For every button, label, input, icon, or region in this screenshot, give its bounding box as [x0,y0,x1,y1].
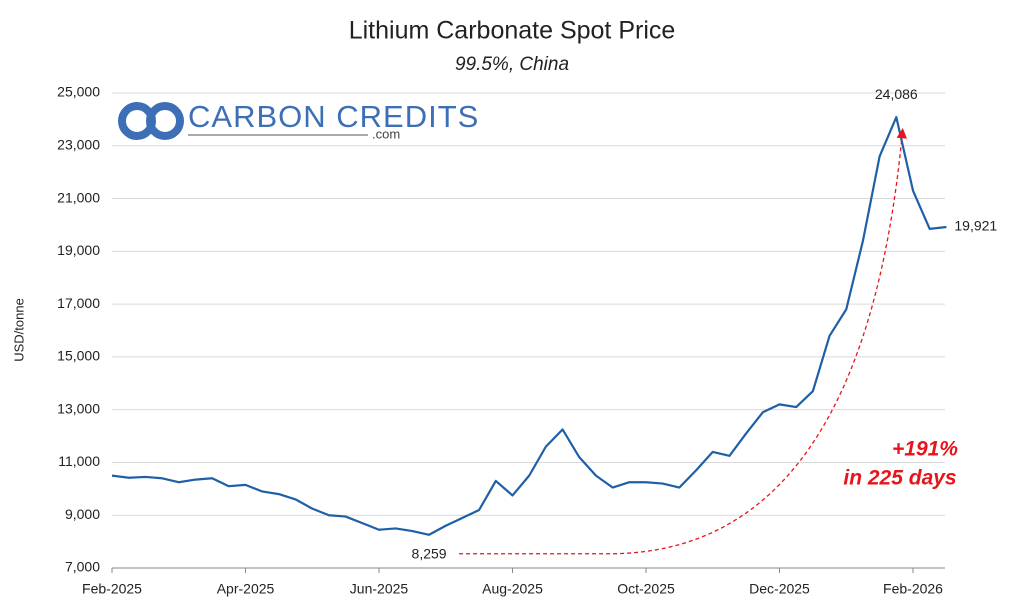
y-tick-label: 13,000 [57,400,100,416]
y-tick-label: 21,000 [57,189,100,205]
data-label: 8,259 [412,545,447,561]
chart-subtitle: 99.5%, China [455,54,569,75]
chart-title: Lithium Carbonate Spot Price [349,17,676,45]
data-label: 19,921 [954,218,997,234]
y-tick-label: 23,000 [57,136,100,152]
annotation: +191% [892,438,958,461]
y-tick-label: 15,000 [57,348,100,364]
y-tick-label: 7,000 [65,559,100,575]
y-tick-label: 17,000 [57,295,100,311]
logo-name: CARBON CREDITS [188,99,479,134]
data-label: 24,086 [875,86,918,102]
logo-ring [146,102,184,140]
y-axis-label: USD/tonne [11,298,26,362]
y-tick-label: 11,000 [58,453,100,469]
x-tick-label: Apr-2025 [217,581,275,597]
series-line [111,116,947,536]
logo-domain: .com [372,126,400,141]
y-tick-label: 9,000 [65,506,100,522]
growth-arrow [459,127,907,555]
logo: CARBON CREDITS .com [118,99,479,141]
x-tick-label: Feb-2025 [82,581,142,597]
x-tick-label: Dec-2025 [749,581,810,597]
y-tick-label: 25,000 [57,84,100,100]
x-tick-label: Oct-2025 [617,581,675,597]
y-tick-label: 19,000 [57,242,100,258]
x-tick-label: Feb-2026 [883,581,943,597]
x-tick-label: Jun-2025 [350,581,409,597]
annotation: in 225 days [843,467,956,490]
x-tick-label: Aug-2025 [482,581,543,597]
